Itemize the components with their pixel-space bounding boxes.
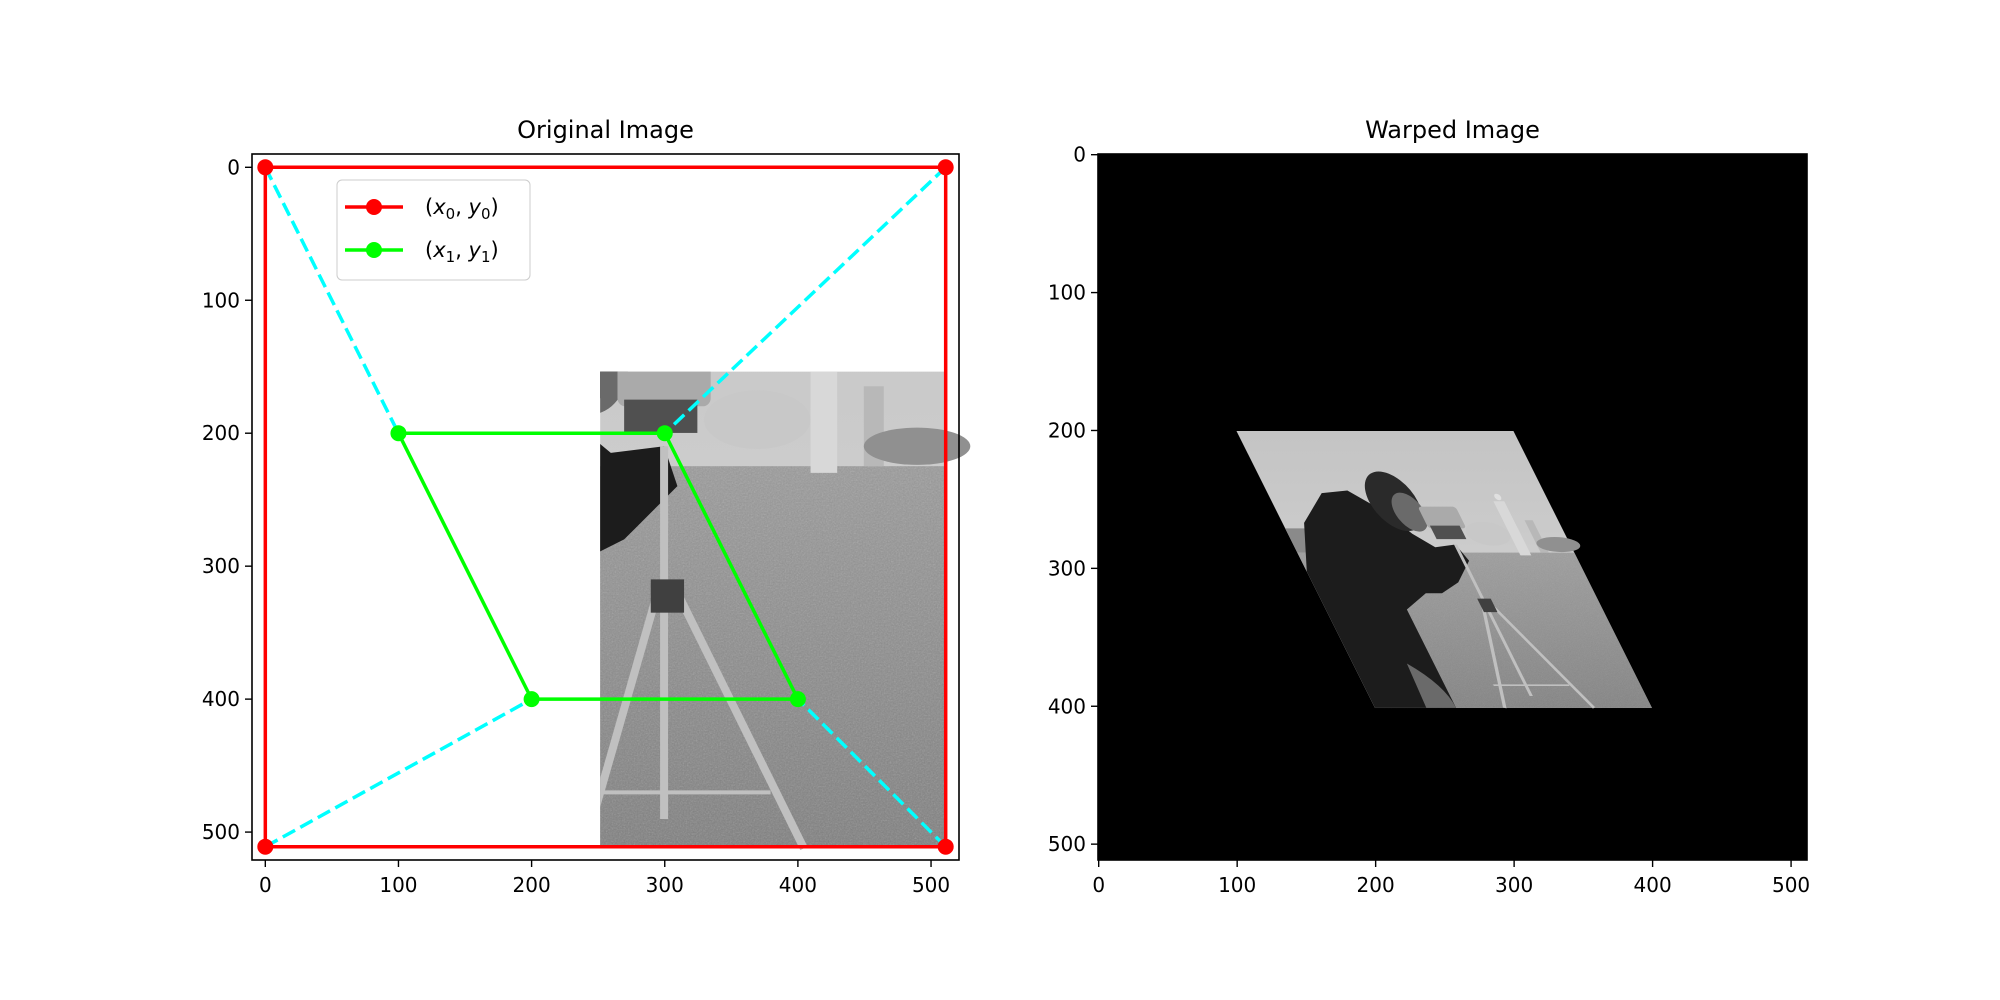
legend-marker — [366, 242, 382, 258]
axes-frame — [251, 153, 960, 861]
x-tick-label: 200 — [1357, 873, 1395, 897]
axes-original: (x0, y0)(x1, y1)0 100 200 300 400 50001002003… — [202, 116, 971, 897]
y-tick-label: 400 — [1048, 694, 1086, 718]
y-tick: 0 — [1073, 143, 1098, 167]
y-tick-label: 200 — [1048, 418, 1086, 442]
legend-label-part: , — [455, 238, 468, 262]
correspondence-line — [796, 697, 947, 848]
y-tick-label: 400 — [202, 687, 240, 711]
x-tick-label: 100 — [379, 873, 417, 897]
y-tick-label: 500 — [202, 820, 240, 844]
x-tick: 200 — [1357, 860, 1395, 897]
series-point-0 — [937, 159, 954, 176]
y-tick-label: 300 — [202, 554, 240, 578]
x-tick: 300 — [646, 860, 684, 897]
y-tick-label: 200 — [202, 421, 240, 445]
y-tick-label: 0 — [1073, 143, 1086, 167]
y-tick: 400 — [202, 687, 252, 711]
x-tick-label: 300 — [1495, 873, 1533, 897]
y-tick: 200 — [1048, 418, 1098, 442]
x-tick-label: 300 — [646, 873, 684, 897]
legend-label-part: 0 — [481, 205, 491, 223]
axes-frame — [1097, 153, 1808, 861]
y-tick: 500 — [1048, 832, 1098, 856]
legend-label-part: ( — [425, 238, 433, 262]
y-tick-label: 300 — [1048, 556, 1086, 580]
series-point-1 — [390, 425, 407, 442]
x-tick-label: 0 — [259, 873, 272, 897]
series-point-1 — [789, 691, 806, 708]
y-tick: 500 — [202, 820, 252, 844]
legend-label-part: ) — [491, 238, 499, 262]
legend-marker — [366, 199, 382, 215]
x-tick: 500 — [912, 860, 950, 897]
x-tick: 200 — [513, 860, 551, 897]
x-tick: 0 — [1092, 860, 1105, 897]
x-tick-label: 100 — [1218, 873, 1256, 897]
series-point-1 — [656, 425, 673, 442]
x-tick: 400 — [779, 860, 817, 897]
y-tick: 400 — [1048, 694, 1098, 718]
y-tick: 200 — [202, 421, 252, 445]
legend-label-part: ( — [425, 195, 433, 219]
axes-title: Warped Image — [1365, 116, 1540, 144]
y-tick: 100 — [1048, 281, 1098, 305]
legend-label-part: ) — [491, 195, 499, 219]
x-tick-label: 200 — [513, 873, 551, 897]
x-tick: 0 — [259, 860, 272, 897]
correspondence-line — [264, 697, 533, 849]
y-tick-label: 0 — [227, 155, 240, 179]
legend-label-part: , — [455, 195, 468, 219]
x-tick: 400 — [1634, 860, 1672, 897]
y-tick: 100 — [202, 288, 252, 312]
x-tick: 300 — [1495, 860, 1533, 897]
y-tick: 300 — [1048, 556, 1098, 580]
x-tick: 500 — [1772, 860, 1810, 897]
legend-label: (x1, y1) — [425, 238, 499, 266]
x-tick: 100 — [379, 860, 418, 897]
x-tick-label: 500 — [912, 873, 950, 897]
series-point-1 — [523, 691, 540, 708]
x-tick-label: 400 — [779, 873, 817, 897]
y-tick: 300 — [202, 554, 252, 578]
x-tick-label: 500 — [1772, 873, 1810, 897]
legend-label: (x0, y0) — [425, 195, 499, 223]
y-tick: 0 — [227, 155, 252, 179]
y-tick-label: 500 — [1048, 832, 1086, 856]
series-point-0 — [257, 159, 274, 176]
legend-label-part: y — [468, 195, 482, 219]
legend: (x0, y0)(x1, y1) — [336, 179, 531, 281]
legend-label-part: 1 — [481, 248, 491, 266]
legend-label-part: y — [468, 238, 482, 262]
legend-label-part: x — [432, 195, 446, 219]
overlay — [257, 159, 954, 855]
correspondence-line — [663, 166, 947, 435]
x-tick: 100 — [1218, 860, 1256, 897]
y-tick-label: 100 — [1048, 281, 1086, 305]
legend-frame — [336, 179, 531, 281]
y-tick-label: 100 — [202, 288, 240, 312]
axes-title: Original Image — [517, 116, 694, 144]
x-tick-label: 0 — [1092, 873, 1105, 897]
legend-label-part: 0 — [446, 205, 456, 223]
x-tick-label: 400 — [1634, 873, 1672, 897]
legend-label-part: x — [432, 238, 446, 262]
legend-label-part: 1 — [446, 248, 456, 266]
series-point-0 — [257, 838, 274, 855]
correspondence-line — [263, 166, 401, 434]
series-point-0 — [937, 838, 954, 855]
